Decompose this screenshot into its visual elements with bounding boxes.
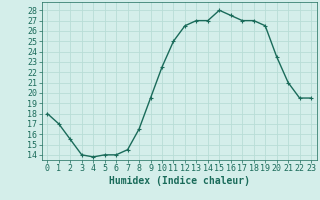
X-axis label: Humidex (Indice chaleur): Humidex (Indice chaleur) — [109, 176, 250, 186]
